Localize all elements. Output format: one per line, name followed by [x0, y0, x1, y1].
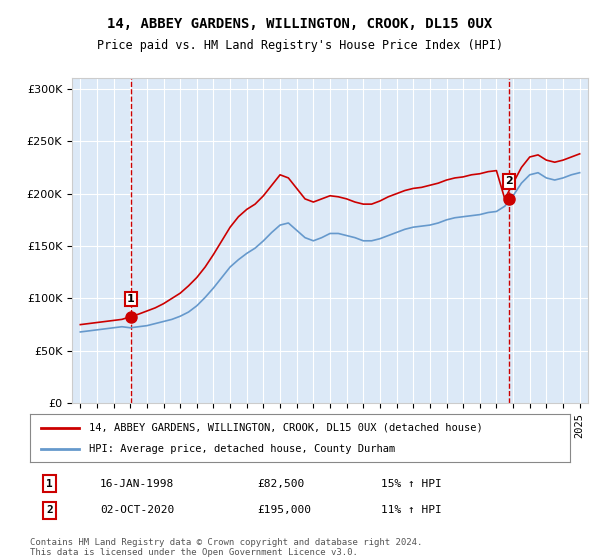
- Text: £195,000: £195,000: [257, 505, 311, 515]
- Text: 14, ABBEY GARDENS, WILLINGTON, CROOK, DL15 0UX: 14, ABBEY GARDENS, WILLINGTON, CROOK, DL…: [107, 17, 493, 31]
- Text: Price paid vs. HM Land Registry's House Price Index (HPI): Price paid vs. HM Land Registry's House …: [97, 39, 503, 52]
- Text: 02-OCT-2020: 02-OCT-2020: [100, 505, 175, 515]
- Text: Contains HM Land Registry data © Crown copyright and database right 2024.
This d: Contains HM Land Registry data © Crown c…: [30, 538, 422, 557]
- Text: 14, ABBEY GARDENS, WILLINGTON, CROOK, DL15 0UX (detached house): 14, ABBEY GARDENS, WILLINGTON, CROOK, DL…: [89, 423, 483, 433]
- Text: 16-JAN-1998: 16-JAN-1998: [100, 479, 175, 489]
- Text: 1: 1: [127, 294, 135, 304]
- Text: 2: 2: [46, 505, 53, 515]
- Text: £82,500: £82,500: [257, 479, 304, 489]
- Text: 2: 2: [505, 176, 513, 186]
- Text: 1: 1: [46, 479, 53, 489]
- Text: 15% ↑ HPI: 15% ↑ HPI: [381, 479, 442, 489]
- Text: HPI: Average price, detached house, County Durham: HPI: Average price, detached house, Coun…: [89, 444, 395, 454]
- Text: 11% ↑ HPI: 11% ↑ HPI: [381, 505, 442, 515]
